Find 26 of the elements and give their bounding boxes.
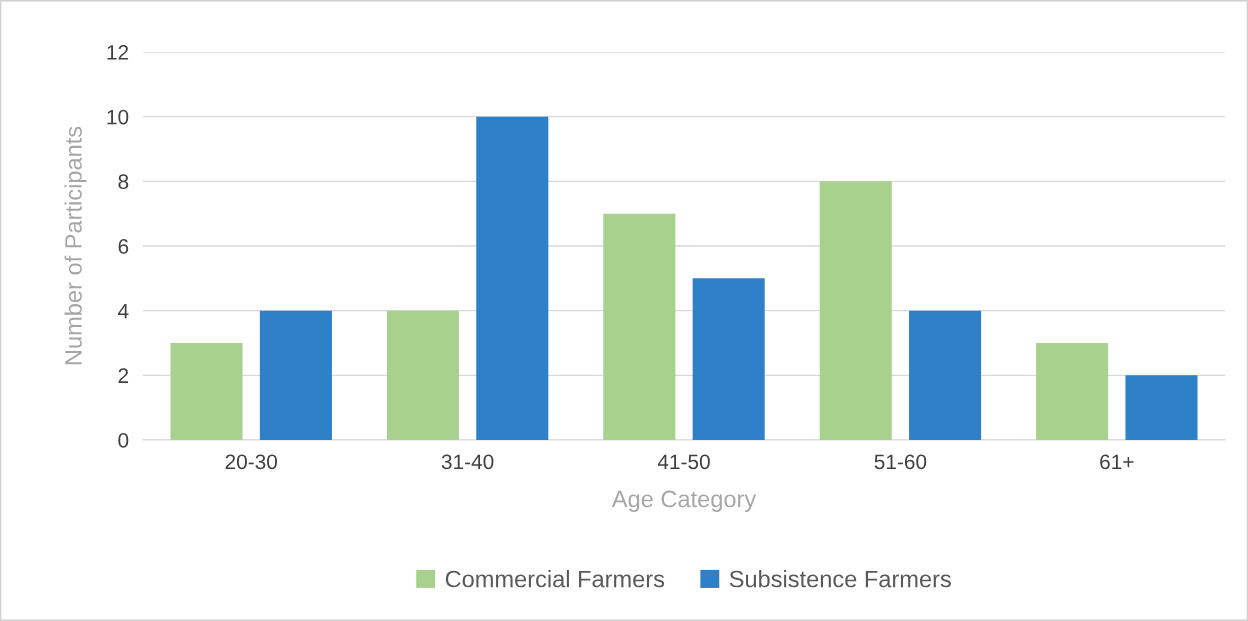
x-axis-title: Age Category	[611, 490, 757, 512]
bar	[603, 213, 676, 440]
bar	[819, 181, 892, 440]
x-tick-label: 41-50	[657, 454, 710, 470]
x-tick-label: 31-40	[441, 454, 494, 470]
bar	[476, 116, 549, 440]
bar	[259, 310, 332, 440]
bar	[1125, 375, 1198, 440]
y-tick-label: 2	[118, 368, 129, 383]
y-tick-label: 6	[118, 239, 129, 254]
y-tick-label: 0	[118, 433, 129, 448]
y-axis-title: Number of Participants	[64, 126, 87, 365]
legend-label: Commercial Farmers	[445, 570, 665, 588]
x-tick-label: 51-60	[874, 454, 927, 470]
bar	[386, 310, 459, 440]
bar	[170, 343, 243, 440]
x-tick-label: 20-30	[225, 454, 278, 470]
bar	[909, 310, 982, 440]
y-tick-label: 8	[118, 174, 129, 190]
bar	[692, 278, 765, 440]
y-tick-label: 12	[107, 45, 129, 60]
legend-label: Subsistence Farmers	[729, 570, 951, 588]
x-tick-label: 61+	[1100, 454, 1134, 470]
y-tick-label: 10	[107, 109, 129, 125]
y-tick-label: 4	[118, 303, 129, 319]
bar	[1036, 343, 1109, 440]
